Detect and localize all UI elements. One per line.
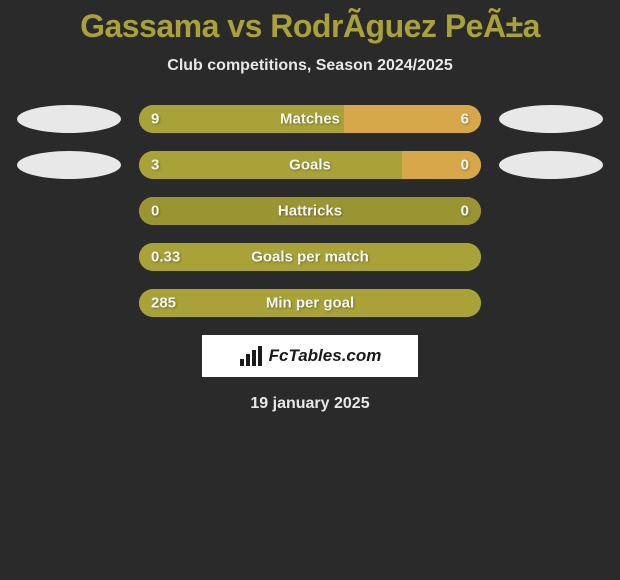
stat-label: Min per goal <box>266 295 354 312</box>
stat-label: Hattricks <box>278 203 342 220</box>
stat-label: Goals <box>289 157 331 174</box>
stat-value-left: 0 <box>151 203 159 220</box>
stat-value-right: 0 <box>461 203 469 220</box>
stat-value-left: 0.33 <box>151 249 180 266</box>
stat-row: 0.33 Goals per match <box>0 243 620 271</box>
stat-row: 0 Hattricks 0 <box>0 197 620 225</box>
player-right-oval <box>499 105 603 133</box>
stat-label: Goals per match <box>251 249 369 266</box>
stat-bar: 0.33 Goals per match <box>139 243 481 271</box>
player-right-oval <box>499 151 603 179</box>
logo-box[interactable]: FcTables.com <box>202 335 418 377</box>
page-title: Gassama vs RodrÃ­guez PeÃ±a <box>0 8 620 45</box>
stat-value-left: 3 <box>151 157 159 174</box>
bars-icon <box>239 346 265 366</box>
player-left-oval <box>17 105 121 133</box>
stat-value-right: 0 <box>461 157 469 174</box>
oval-spacer <box>17 243 121 271</box>
bar-fill-right <box>402 151 481 179</box>
oval-spacer <box>499 197 603 225</box>
stat-value-right: 6 <box>461 111 469 128</box>
stat-row: 9 Matches 6 <box>0 105 620 133</box>
comparison-widget: Gassama vs RodrÃ­guez PeÃ±a Club competi… <box>0 0 620 413</box>
logo-inner: FcTables.com <box>239 346 382 366</box>
stat-value-left: 9 <box>151 111 159 128</box>
logo-text: FcTables.com <box>269 346 382 366</box>
stat-row: 285 Min per goal <box>0 289 620 317</box>
player-left-oval <box>17 151 121 179</box>
oval-spacer <box>17 289 121 317</box>
stat-bar: 9 Matches 6 <box>139 105 481 133</box>
stat-bar: 0 Hattricks 0 <box>139 197 481 225</box>
stat-value-left: 285 <box>151 295 176 312</box>
stat-rows: 9 Matches 6 3 Goals 0 0 Hattricks 0 0.33 Goals per… <box>0 105 620 317</box>
stat-bar: 285 Min per goal <box>139 289 481 317</box>
stat-row: 3 Goals 0 <box>0 151 620 179</box>
date-label: 19 january 2025 <box>0 395 620 413</box>
oval-spacer <box>499 243 603 271</box>
subtitle: Club competitions, Season 2024/2025 <box>0 57 620 75</box>
oval-spacer <box>17 197 121 225</box>
bar-fill-left <box>139 151 402 179</box>
stat-bar: 3 Goals 0 <box>139 151 481 179</box>
oval-spacer <box>499 289 603 317</box>
stat-label: Matches <box>280 111 340 128</box>
